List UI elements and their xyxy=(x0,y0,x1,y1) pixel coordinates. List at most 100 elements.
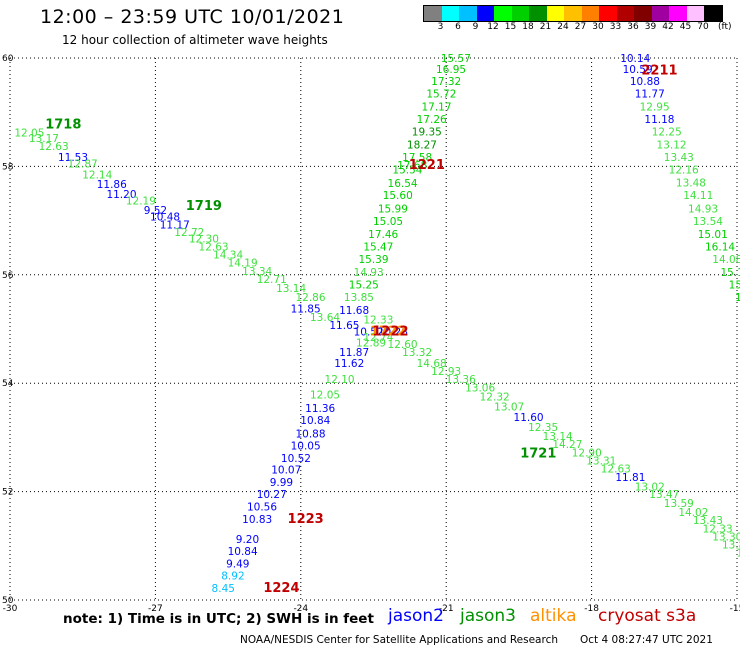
wave-height-value: 13.32 xyxy=(402,347,432,359)
wave-height-value: 16.14 xyxy=(705,241,735,253)
colorbar-label: 24 xyxy=(557,22,569,32)
wave-height-value: 9.52 xyxy=(144,205,167,217)
x-tick-label: -15 xyxy=(730,604,740,614)
y-tick-label: 52 xyxy=(2,488,13,498)
colorbar-label: 6 xyxy=(455,22,461,32)
wave-height-value: 11.77 xyxy=(635,89,665,101)
y-tick-label: 54 xyxy=(2,379,14,389)
colorbar-label: 21 xyxy=(539,22,552,32)
wave-height-value: 13.30 xyxy=(712,531,740,543)
wave-height-value: 13.14 xyxy=(276,283,306,295)
wave-height-value: 12.63 xyxy=(199,241,229,253)
wave-height-value: 19.35 xyxy=(412,127,442,139)
wave-height-value: 12.14 xyxy=(82,169,112,181)
wave-height-value: 10.27 xyxy=(257,489,287,501)
colorbar-label: 12 xyxy=(487,22,499,32)
x-tick-label: -27 xyxy=(148,604,163,614)
y-tick-label: 50 xyxy=(2,596,14,606)
wave-height-value: 15.54 xyxy=(392,164,422,176)
wave-height-value: 13.14 xyxy=(543,431,573,443)
y-tick-label: 58 xyxy=(2,162,14,172)
wave-height-value: 13.17 xyxy=(29,133,59,145)
wave-height-value: 14.68 xyxy=(417,358,447,370)
colorbar-label: 27 xyxy=(574,22,587,32)
wave-height-value: 14.34 xyxy=(213,250,243,262)
wave-height-value: 11.60 xyxy=(514,412,544,424)
wave-height-value: 13.43 xyxy=(664,152,694,164)
wave-height-value: 11.81 xyxy=(615,472,645,484)
colorbar-swatch xyxy=(459,6,477,21)
colorbar-swatch xyxy=(616,6,634,21)
wave-height-value: 12.63 xyxy=(39,141,69,153)
wave-height-value: 12.32 xyxy=(480,392,510,404)
wave-height-value: 15.47 xyxy=(363,241,393,253)
wave-height-value: 8.92 xyxy=(221,570,244,582)
wave-height-value: 12.33 xyxy=(703,523,733,535)
pass-time-label: 1224 xyxy=(263,581,299,596)
wave-height-value: 10.52 xyxy=(354,327,384,339)
wave-height-value: 12.86 xyxy=(295,292,325,304)
wave-height-value: 13.48 xyxy=(676,177,706,189)
wave-height-value: 15.39 xyxy=(358,254,388,266)
note-text: note: 1) Time is in UTC; 2) SWH is in fe… xyxy=(63,611,374,627)
wave-height-value: 13.85 xyxy=(344,292,374,304)
wave-height-value: 13.07 xyxy=(494,401,524,413)
colorbar-swatch xyxy=(424,6,442,21)
chart-subtitle: 12 hour collection of altimeter wave hei… xyxy=(62,33,328,47)
colorbar-label: 18 xyxy=(522,22,534,32)
wave-height-value: 13.36 xyxy=(446,374,476,386)
wave-height-value: 14.19 xyxy=(228,258,258,270)
footer-credit: NOAA/NESDIS Center for Satellite Applica… xyxy=(240,634,558,646)
wave-height-value: 13.64 xyxy=(310,312,340,324)
pass-time-label: 1718 xyxy=(45,117,81,132)
wave-height-value: 14.27 xyxy=(552,439,582,451)
wave-height-value: 12.72 xyxy=(174,227,204,239)
chart-title: 12:00 – 23:59 UTC 10/01/2021 xyxy=(40,6,345,28)
wave-height-value: 12.14 xyxy=(737,548,740,560)
wave-height-value: 10.88 xyxy=(630,76,660,88)
wave-height-value: 15.05 xyxy=(373,216,403,228)
wave-height-value: 14.11 xyxy=(683,190,713,202)
wave-height-value: 17.32 xyxy=(431,76,461,88)
wave-height-value: 13.34 xyxy=(242,266,272,278)
x-tick-label: -21 xyxy=(439,604,454,614)
wave-height-value: 14.93 xyxy=(354,267,384,279)
wave-height-value: 17.46 xyxy=(368,229,398,241)
wave-height-value: 11.36 xyxy=(305,403,335,415)
wave-height-value: 11.86 xyxy=(97,179,127,191)
wave-height-value: 15.99 xyxy=(378,203,408,215)
colorbar-swatch xyxy=(704,6,722,21)
colorbar-label: 36 xyxy=(627,22,639,32)
wave-height-value: 11.20 xyxy=(106,189,136,201)
wave-height-value: 11.17 xyxy=(160,220,190,232)
wave-height-value: 8.45 xyxy=(212,583,235,595)
wave-height-value: 12.33 xyxy=(363,315,393,327)
wave-height-value: 10.05 xyxy=(291,440,321,452)
wave-height-value: 11.18 xyxy=(644,114,674,126)
wave-height-value: 10.56 xyxy=(247,502,277,514)
wave-height-value: 10.59 xyxy=(623,64,653,76)
wave-height-value: 12.74 xyxy=(363,332,393,344)
colorbar-label: 39 xyxy=(644,22,657,32)
wave-height-value: 13.47 xyxy=(649,489,679,501)
satellite-legend-item: jason3 xyxy=(460,606,516,626)
colorbar-label: 15 xyxy=(504,22,517,32)
colorbar-labels: 3 6 9 12 15 18 21 24 27 30 33 36 39 42 45 70 xyxy=(423,22,740,34)
colorbar xyxy=(423,5,723,22)
satellite-legend-item: cryosat s3a xyxy=(598,606,697,626)
wave-height-value: 9.49 xyxy=(226,558,249,570)
colorbar-swatch xyxy=(634,6,652,21)
wave-height-value: 13.31 xyxy=(586,456,616,468)
wave-height-value: 10.88 xyxy=(295,428,325,440)
wave-height-value: 17.17 xyxy=(421,102,451,114)
colorbar-label: 30 xyxy=(592,22,604,32)
colorbar-swatch xyxy=(651,6,669,21)
wave-height-value: 13.43 xyxy=(693,515,723,527)
wave-height-value: 10.48 xyxy=(150,212,180,224)
wave-height-value: 13.06 xyxy=(465,382,495,394)
wave-height-value: 14.02 xyxy=(678,507,708,519)
pass-time-label: 1719 xyxy=(186,199,222,214)
wave-height-value: 11.87 xyxy=(339,347,369,359)
satellite-legend-item: altika xyxy=(530,606,577,626)
wave-height-value: 15.60 xyxy=(383,190,413,202)
